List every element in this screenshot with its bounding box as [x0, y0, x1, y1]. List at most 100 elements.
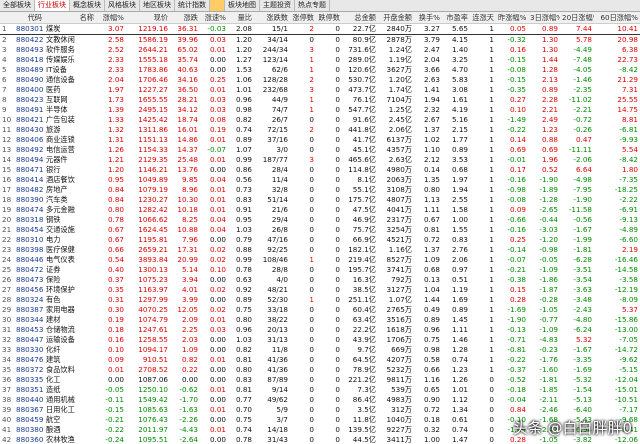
- table-row[interactable]: 14 880494 元器件 1.21 2129.35 25.48 0.01 0.99 187/7…: [0, 155, 640, 165]
- column-header[interactable]: 开盘金额: [378, 12, 414, 24]
- table-row[interactable]: 5 880489 IT设备 2.33 1783.86 40.63 0.00 1.53 62/6 1…: [0, 65, 640, 75]
- table-row[interactable]: 17 880482 房地产 0.84 1079.19 8.96 0.01 0.73 32/8 0 0…: [0, 185, 640, 195]
- table-row[interactable]: 12 880406 商业连锁 1.31 1151.13 14.86 0.01 0.89 37/1…: [0, 135, 640, 145]
- table-row[interactable]: 21 880454 交通设施 0.67 1624.45 10.88 0.04 1.03 26/8…: [0, 225, 640, 235]
- column-header[interactable]: 涨速%: [200, 12, 228, 24]
- table-row[interactable]: 9 880491 半导体 1.39 2495.15 34.12 0.03 0.98 74/7 1 0…: [0, 105, 640, 115]
- table-row[interactable]: 38 880440 通用机械 -0.11 1549.42 -1.70 0.00 0.77 49/…: [0, 395, 640, 405]
- table-row[interactable]: 20 880318 钢铁 0.78 1066.62 8.25 0.04 0.95 29/4 0 0 4…: [0, 215, 640, 225]
- table-row[interactable]: 11 880430 旅游 1.32 1311.86 16.01 0.19 0.74 72/15 2…: [0, 125, 640, 135]
- table-row[interactable]: 19 880474 多元金融 0.80 1282.42 10.18 0.01 0.91 21/6…: [0, 205, 640, 215]
- table-cell: 1: [489, 155, 494, 164]
- table-row[interactable]: 1 880301 煤炭 3.07 1219.16 36.31 -0.03 2.08 15/1 2 0…: [0, 23, 640, 35]
- tab[interactable]: 统计指数: [175, 0, 210, 11]
- table-cell: 63.4亿: [352, 315, 376, 324]
- column-header[interactable]: 连涨天: [470, 12, 496, 24]
- tab[interactable]: 地区板块: [140, 0, 175, 11]
- table-cell: -6.28: [573, 255, 592, 264]
- table-row[interactable]: 4 880418 传媒娱乐 2.33 1555.18 35.74 0.00 1.27 123/1…: [0, 55, 640, 65]
- table-row[interactable]: 40 880459 航空 -0.21 1076.43 -2.26 0.00 0.75 3/7 0 0…: [0, 415, 640, 425]
- table-cell: 1: [489, 85, 494, 94]
- table-row[interactable]: 36 880335 化工 0.00 1087.06 0.00 0.00 0.83 87/89 0 0…: [0, 375, 640, 385]
- table-row[interactable]: 7 880400 医药 1.97 1227.27 36.50 0.01 1.01 232/68 3…: [0, 85, 640, 95]
- table-row[interactable]: 6 880490 通信设备 2.04 1706.46 34.16 0.25 1.06 128/2…: [0, 75, 640, 85]
- column-header[interactable]: 涨停数: [290, 12, 316, 24]
- table-cell: 0: [309, 225, 314, 234]
- table-cell: 0.19: [107, 315, 124, 324]
- table-cell: 47.5亿: [352, 205, 376, 214]
- column-header[interactable]: [0, 12, 14, 24]
- table-row[interactable]: 22 880310 电力 0.67 1195.81 7.96 0.00 0.79 47/16 0 0…: [0, 235, 640, 245]
- column-header[interactable]: 跌停数: [316, 12, 342, 24]
- column-header[interactable]: 涨幅%: [96, 12, 126, 24]
- table-row[interactable]: 42 880360 农林牧渔 -0.24 1095.51 -2.64 0.00 0.78 31/…: [0, 435, 640, 444]
- table-row[interactable]: 37 880351 造纸 -0.05 1250.10 -0.62 0.01 0.81 9/14 0…: [0, 385, 640, 395]
- table-row[interactable]: 32 880447 运输设备 0.16 1258.55 2.03 0.00 1.03 31/13…: [0, 335, 640, 345]
- table-cell: -0.56: [573, 215, 592, 224]
- tab[interactable]: 行业板块: [35, 0, 70, 11]
- table-row[interactable]: 29 880387 家用电器 0.30 4070.25 12.05 0.02 0.75 33/1…: [0, 305, 640, 315]
- table-cell: 0.95: [235, 215, 252, 224]
- table-cell: 0.89: [541, 85, 558, 94]
- table-cell: 建材: [46, 315, 61, 324]
- table-row[interactable]: 2 880422 文教休闲 2.58 1586.19 39.96 0.03 1.20 34/14…: [0, 35, 640, 46]
- column-header[interactable]: 涨跌数: [254, 12, 290, 24]
- table-cell: 1151.13: [138, 135, 168, 144]
- table-row[interactable]: 28 880324 有色 0.31 1297.99 3.99 0.00 0.89 52/30 1 0…: [0, 295, 640, 305]
- table-cell: -1.85: [539, 385, 558, 394]
- table-cell: 1: [489, 365, 494, 374]
- tab[interactable]: 概念板块: [70, 0, 105, 11]
- table-row[interactable]: 35 880372 食品饮料 0.01 2708.52 0.22 0.00 0.80 41/36…: [0, 365, 640, 375]
- column-header[interactable]: 换手%: [414, 12, 442, 24]
- column-header[interactable]: 量比: [228, 12, 254, 24]
- column-header[interactable]: 现价: [126, 12, 170, 24]
- table-row[interactable]: 26 880473 保险 0.37 1075.23 3.94 0.00 0.63 4/0 0 0 16…: [0, 275, 640, 285]
- table-cell: -8.09: [619, 295, 638, 304]
- column-header[interactable]: 昨涨幅%: [496, 12, 528, 24]
- tab[interactable]: 板块地图: [225, 0, 260, 11]
- column-header[interactable]: 3日涨幅%: [528, 12, 560, 24]
- table-cell: -0.15: [105, 405, 124, 414]
- table-row[interactable]: 39 880367 日用化工 -0.15 1085.63 -1.63 0.01 0.70 5/9…: [0, 405, 640, 415]
- table-cell: 0: [335, 345, 340, 354]
- table-row[interactable]: 18 880390 汽车类 0.84 1230.27 10.30 0.01 0.83 51/14…: [0, 195, 640, 205]
- tab[interactable]: 风格板块: [105, 0, 140, 11]
- table-row[interactable]: 30 880344 建材 0.19 1074.79 2.09 0.01 0.80 38/22 0 0…: [0, 315, 640, 325]
- table-cell: -4.83: [539, 335, 558, 344]
- table-cell: -6.60: [619, 235, 638, 244]
- column-header[interactable]: 60日涨幅%: [594, 12, 640, 24]
- table-row[interactable]: 33 880330 化纤 0.10 1094.17 1.09 0.00 0.82 11/8 0 0 9…: [0, 345, 640, 355]
- table-row[interactable]: 24 880446 电气仪表 0.54 3893.84 20.99 0.02 0.99 108/…: [0, 255, 640, 265]
- table-cell: 1: [489, 225, 494, 234]
- table-row[interactable]: 8 880423 互联网 1.73 1655.55 28.21 0.03 0.96 44/9 1 0…: [0, 95, 640, 105]
- tab[interactable]: 全部板块: [0, 0, 35, 11]
- table-row[interactable]: 16 880414 酒店餐饮 0.95 1049.89 9.85 0.04 0.56 11/4 0…: [0, 175, 640, 185]
- table-cell: 880344: [16, 315, 44, 324]
- table-cell: 0: [335, 375, 340, 384]
- tab[interactable]: 主题投资: [260, 0, 295, 11]
- table-row[interactable]: 25 880472 证券 0.40 1300.13 5.14 0.10 0.78 28/8 0 0 1…: [0, 265, 640, 275]
- table-row[interactable]: 10 880421 广告包装 1.33 1425.42 18.74 0.08 0.82 26/7…: [0, 115, 640, 125]
- table-cell: 880472: [16, 265, 44, 274]
- table-row[interactable]: 15 880471 银行 1.20 1146.21 13.76 0.00 0.86 28/4 0 0…: [0, 165, 640, 175]
- table-row[interactable]: 23 880398 医疗保健 0.66 2659.21 17.31 0.02 0.88 92/2…: [0, 245, 640, 255]
- table-row[interactable]: 3 880493 软件服务 2.52 2644.21 65.02 0.01 1.20 244/3…: [0, 45, 640, 55]
- column-header[interactable]: 总金额: [342, 12, 378, 24]
- table-row[interactable]: 34 880476 建筑 0.09 910.51 0.82 0.01 0.81 41/36 0 0 6…: [0, 355, 640, 365]
- column-header[interactable]: 名称: [44, 12, 96, 24]
- table-row[interactable]: 13 880492 电信运营 1.26 1154.33 14.37 -0.07 1.07 3/0…: [0, 145, 640, 155]
- table-row[interactable]: 41 880380 酿酒 -0.22 2011.97 -4.43 0.01 0.74 14/18…: [0, 425, 640, 435]
- table-cell: 29: [2, 305, 12, 314]
- table-cell: 0.01: [209, 405, 226, 414]
- column-header[interactable]: 市盈率: [442, 12, 470, 24]
- table-cell: 530.7亿: [348, 75, 376, 84]
- table-cell: 2.52: [107, 45, 124, 54]
- column-header[interactable]: 涨跌: [170, 12, 200, 24]
- table-cell: 441.8亿: [348, 125, 376, 134]
- column-header[interactable]: 代码: [14, 12, 44, 24]
- table-row[interactable]: 27 880456 环境保护 0.35 1163.97 4.01 0.02 0.92 48/21…: [0, 285, 640, 295]
- table-row[interactable]: 31 880453 仓储物流 0.18 1247.61 2.25 0.03 0.96 20/13…: [0, 325, 640, 335]
- table-cell: 1066.62: [138, 215, 168, 224]
- tab[interactable]: 热点专题: [295, 0, 330, 11]
- column-header[interactable]: 20日涨幅%: [560, 12, 594, 24]
